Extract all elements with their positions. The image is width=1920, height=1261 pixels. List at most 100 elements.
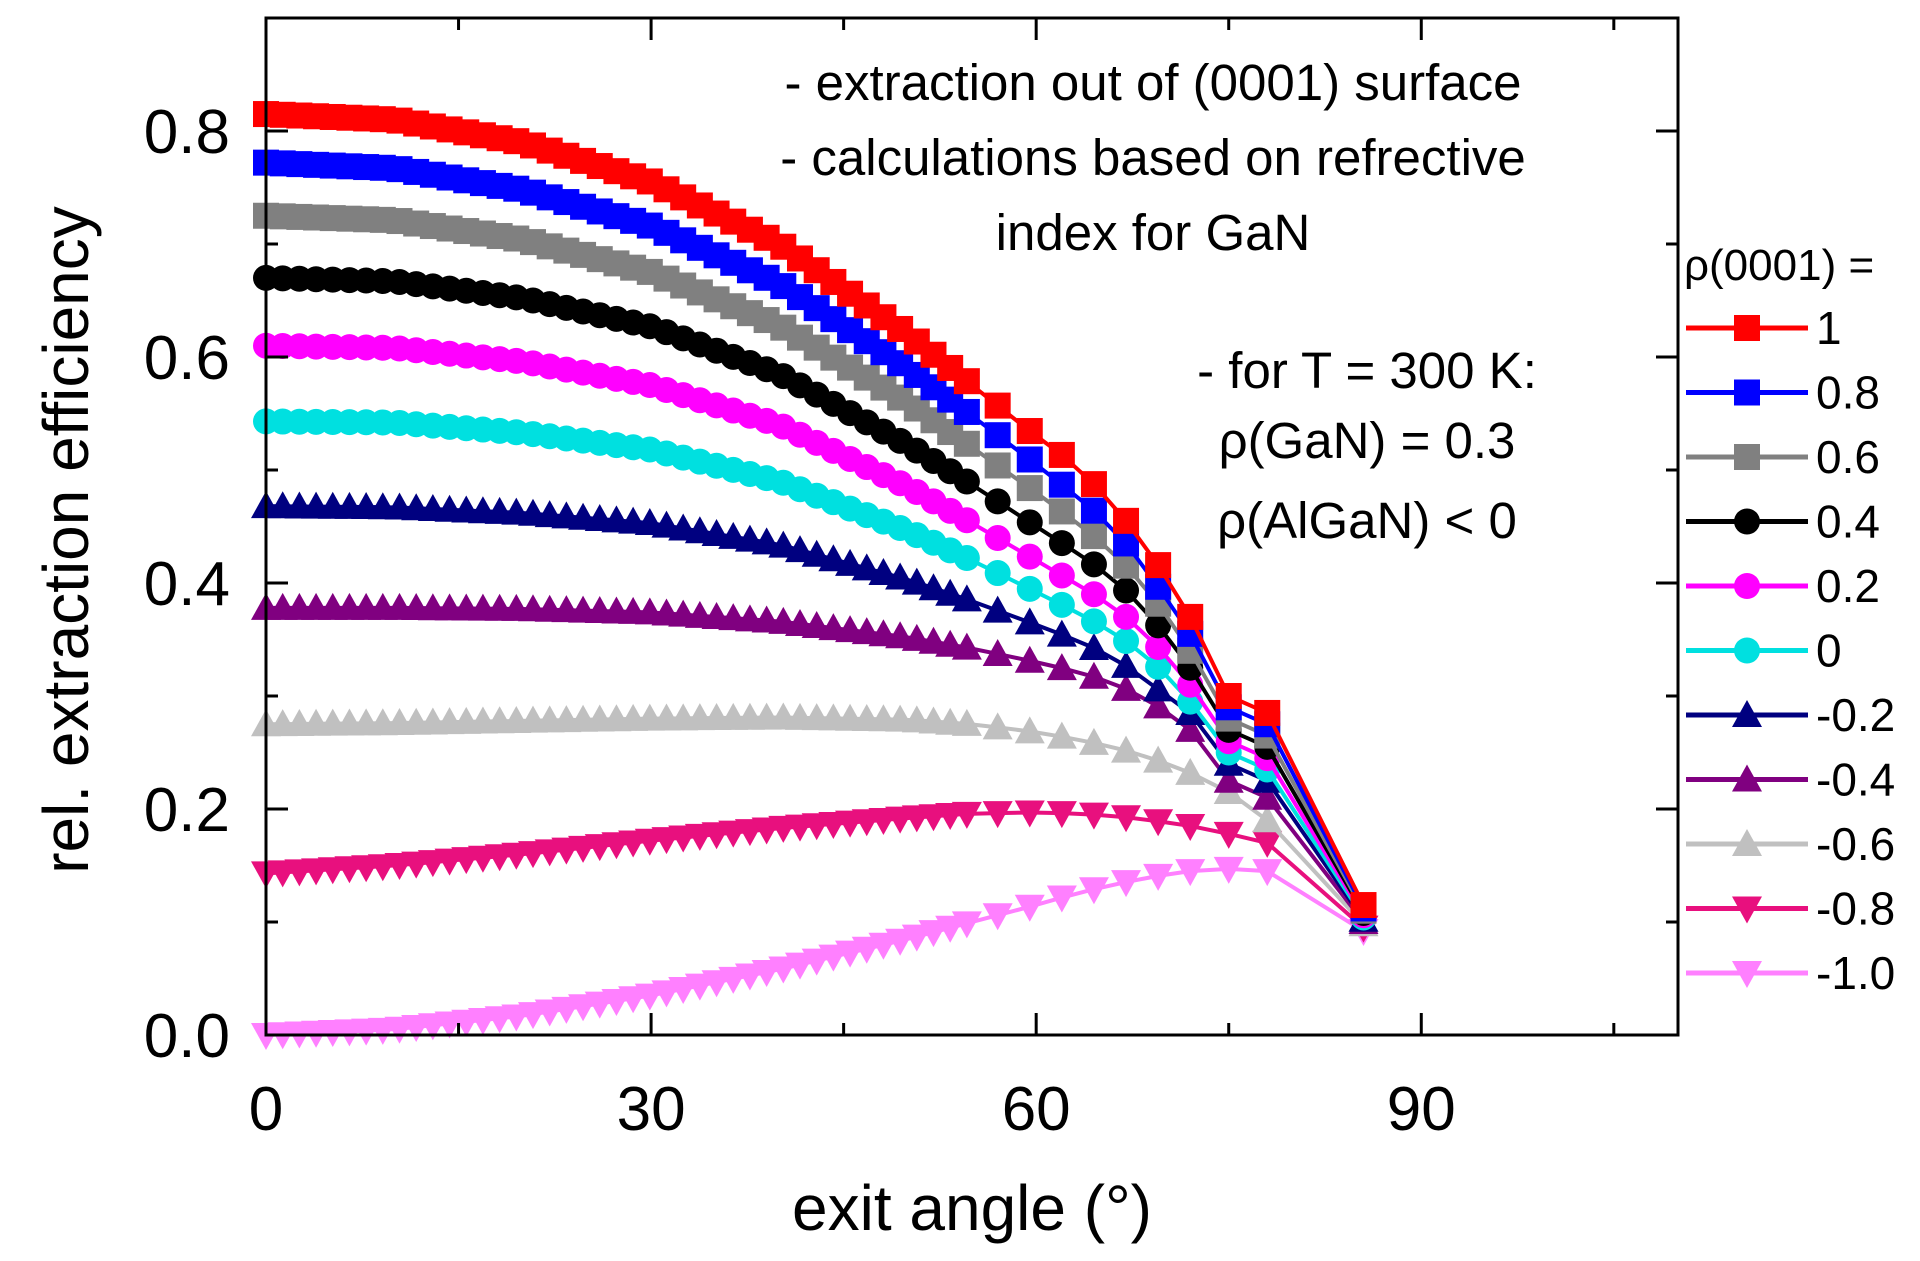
data-point xyxy=(1016,446,1043,473)
data-point xyxy=(1213,821,1244,849)
data-point xyxy=(801,948,832,976)
x-axis-label: exit angle (°) xyxy=(792,1172,1152,1244)
legend-entry--0.2: -0.2 xyxy=(1686,689,1895,741)
data-point xyxy=(1078,727,1109,755)
data-point xyxy=(1175,757,1206,785)
data-point xyxy=(1113,507,1140,534)
annotation-rho-algan: ρ(AlGaN) < 0 xyxy=(1217,492,1517,549)
data-point xyxy=(868,932,899,960)
legend-marker xyxy=(1734,573,1760,599)
annotation-rho-gan: ρ(GaN) = 0.3 xyxy=(1219,412,1516,469)
data-point xyxy=(1078,632,1109,660)
data-point xyxy=(1175,714,1206,742)
data-point xyxy=(1254,699,1281,726)
data-point xyxy=(1016,509,1043,536)
data-point xyxy=(1113,628,1140,655)
data-point xyxy=(1350,892,1377,919)
data-point xyxy=(885,928,916,956)
data-point xyxy=(984,525,1011,552)
legend-entry-0.4: 0.4 xyxy=(1686,496,1880,548)
data-point xyxy=(1046,721,1077,749)
data-point xyxy=(951,911,982,939)
data-point xyxy=(851,936,882,964)
data-point xyxy=(984,560,1011,587)
annotation-extraction: - extraction out of (0001) surface xyxy=(784,54,1521,111)
legend-entry--0.8: -0.8 xyxy=(1686,883,1895,935)
legend-marker xyxy=(1734,315,1760,341)
y-axis-label: rel. extraction efficiency xyxy=(30,206,102,874)
annotation-block: - extraction out of (0001) surface - cal… xyxy=(780,54,1537,549)
series-1 xyxy=(253,101,1377,919)
legend-label: -1.0 xyxy=(1816,947,1895,999)
data-point xyxy=(1046,885,1077,913)
data-point xyxy=(1078,661,1109,689)
data-point xyxy=(1048,471,1075,498)
series-layer xyxy=(251,101,1379,1050)
data-point xyxy=(953,430,980,457)
legend-marker xyxy=(1732,896,1762,924)
series--0.4 xyxy=(251,592,1379,934)
data-point xyxy=(1175,859,1206,887)
x-tick-label: 90 xyxy=(1387,1075,1456,1144)
data-point xyxy=(984,422,1011,449)
data-point xyxy=(1111,870,1142,898)
data-point xyxy=(1080,471,1107,498)
data-point xyxy=(1175,813,1206,841)
data-point xyxy=(1143,809,1174,837)
y-tick-label: 0.4 xyxy=(144,550,230,619)
data-point xyxy=(951,801,982,829)
data-point xyxy=(835,548,866,576)
data-point xyxy=(1145,612,1172,639)
data-point xyxy=(984,392,1011,419)
legend-title: ρ(0001) = xyxy=(1684,241,1874,290)
data-point xyxy=(1016,543,1043,570)
data-point xyxy=(901,567,932,595)
data-point xyxy=(818,544,849,572)
legend-marker xyxy=(1732,764,1762,792)
data-point xyxy=(818,944,849,972)
data-point xyxy=(1145,552,1172,579)
legend-label: 0.2 xyxy=(1816,560,1880,612)
data-point xyxy=(1080,551,1107,578)
legend-label: -0.4 xyxy=(1816,754,1895,806)
legend-entry--1.0: -1.0 xyxy=(1686,947,1895,999)
data-point xyxy=(1177,603,1204,630)
data-point xyxy=(1113,577,1140,604)
data-point xyxy=(982,903,1013,931)
plot-frame xyxy=(264,16,1680,1037)
data-point xyxy=(984,488,1011,515)
data-point xyxy=(935,915,966,943)
data-point xyxy=(982,801,1013,829)
legend-entry--0.6: -0.6 xyxy=(1686,818,1895,870)
data-point xyxy=(1213,856,1244,884)
data-point xyxy=(851,553,882,581)
data-point xyxy=(1113,603,1140,630)
data-point xyxy=(885,562,916,590)
data-point xyxy=(1048,498,1075,525)
data-point xyxy=(953,545,980,572)
legend-entry--0.4: -0.4 xyxy=(1686,754,1895,806)
data-point xyxy=(784,535,815,563)
data-point xyxy=(868,557,899,585)
data-point xyxy=(918,920,949,948)
data-point xyxy=(1014,716,1045,744)
data-point xyxy=(1014,800,1045,828)
data-point xyxy=(953,468,980,495)
data-point xyxy=(1252,805,1283,833)
y-tick-label: 0.6 xyxy=(144,324,230,393)
data-point xyxy=(1046,801,1077,829)
data-point xyxy=(984,452,1011,479)
data-point xyxy=(953,368,980,395)
data-point xyxy=(1016,475,1043,502)
legend-entry-1: 1 xyxy=(1686,302,1842,354)
data-point xyxy=(951,708,982,736)
annotation-calculations: - calculations based on refrective xyxy=(780,129,1526,186)
data-point xyxy=(1252,782,1283,810)
legend-label: 1 xyxy=(1816,302,1842,354)
data-point xyxy=(1252,859,1283,887)
data-point xyxy=(784,952,815,980)
legend-entry-0: 0 xyxy=(1686,625,1842,677)
legend-marker xyxy=(1734,444,1760,470)
legend-marker xyxy=(1734,379,1760,406)
